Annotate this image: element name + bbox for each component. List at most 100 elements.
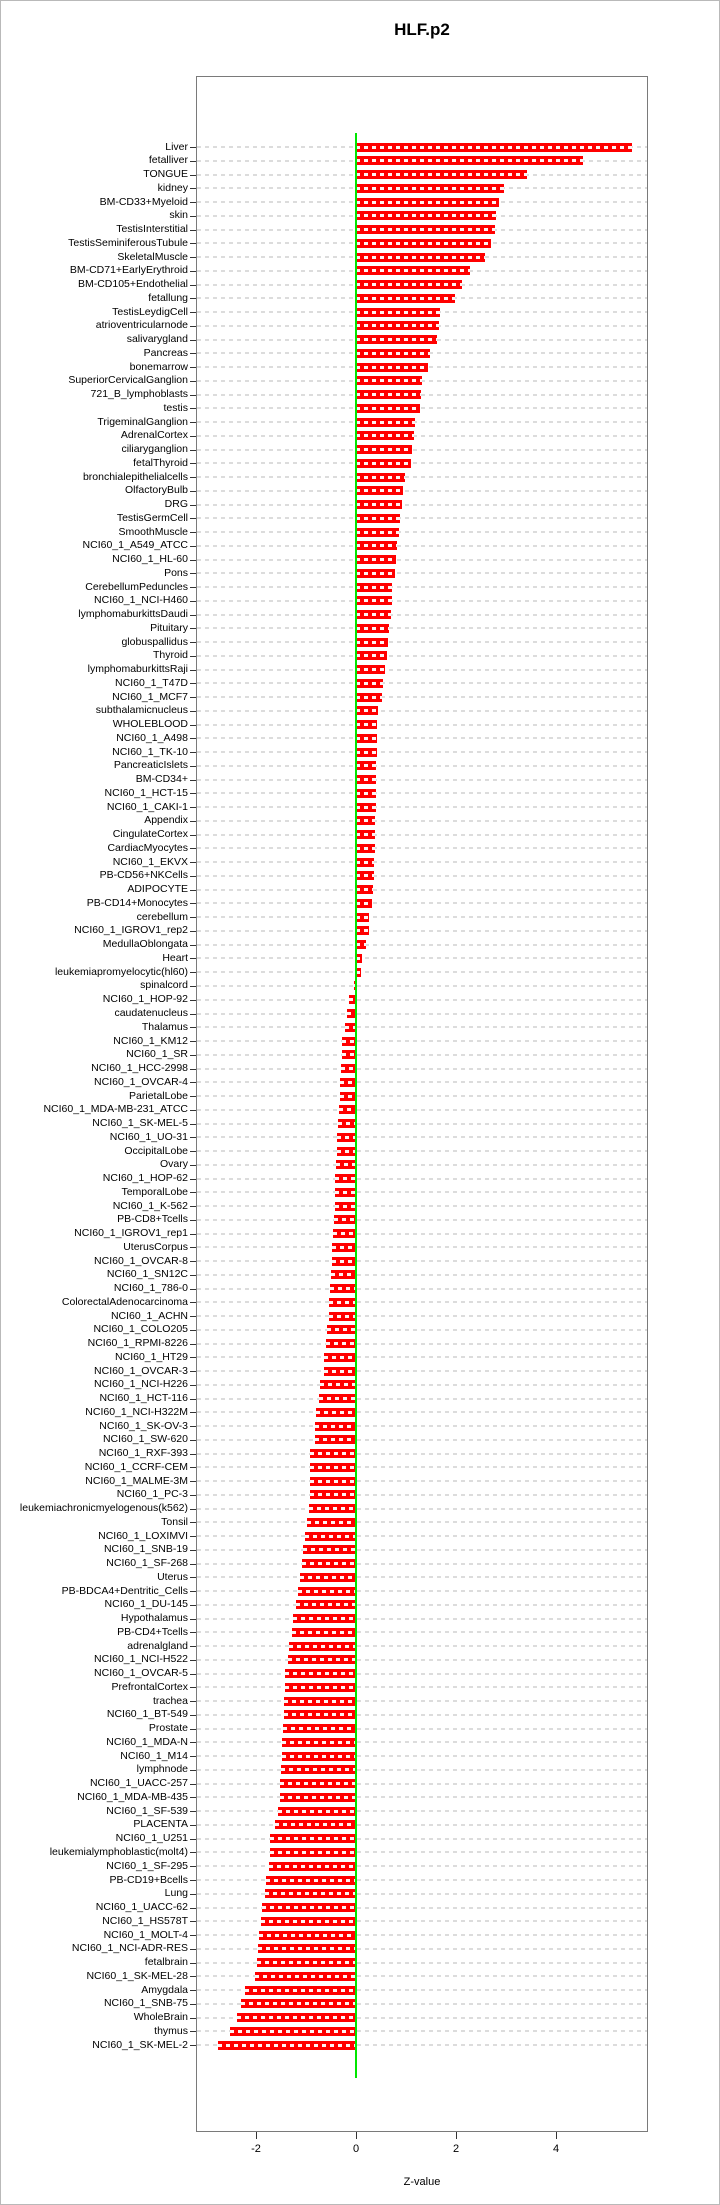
gridline bbox=[197, 1150, 647, 1153]
category-label: NCI60_1_TK-10 bbox=[112, 745, 188, 758]
bar bbox=[356, 637, 388, 647]
gridline bbox=[197, 1507, 647, 1510]
bar-dash bbox=[280, 1782, 356, 1786]
y-tick bbox=[190, 573, 196, 575]
category-label: leukemialymphoblastic(molt4) bbox=[49, 1845, 188, 1858]
gridline bbox=[197, 1246, 647, 1249]
gridline bbox=[197, 1548, 647, 1551]
gridline bbox=[197, 874, 647, 877]
bar-dash bbox=[337, 1122, 356, 1126]
bar-dash bbox=[356, 379, 422, 383]
gridline bbox=[197, 1700, 647, 1703]
bar bbox=[356, 431, 414, 441]
gridline bbox=[197, 1645, 647, 1648]
gridline bbox=[197, 957, 647, 960]
gridline bbox=[197, 1466, 647, 1469]
bar-dash bbox=[356, 200, 499, 204]
bar bbox=[356, 183, 504, 193]
y-tick bbox=[190, 1013, 196, 1015]
y-tick bbox=[190, 1935, 196, 1937]
y-tick bbox=[190, 1219, 196, 1221]
gridline bbox=[197, 1727, 647, 1730]
y-tick bbox=[190, 1701, 196, 1703]
y-tick bbox=[190, 1687, 196, 1689]
gridline bbox=[197, 888, 647, 891]
y-tick bbox=[190, 518, 196, 520]
gridline bbox=[197, 1191, 647, 1194]
bar bbox=[356, 170, 527, 179]
gridline bbox=[197, 1562, 647, 1565]
y-tick bbox=[190, 257, 196, 259]
bar-dash bbox=[356, 228, 495, 232]
gridline bbox=[197, 1287, 647, 1290]
y-tick bbox=[190, 2003, 196, 2005]
gridline bbox=[197, 1879, 647, 1881]
gridline bbox=[197, 407, 647, 410]
category-label: NCI60_1_IGROV1_rep1 bbox=[74, 1227, 188, 1240]
gridline bbox=[197, 1108, 647, 1111]
y-tick bbox=[190, 724, 196, 726]
bar-dash bbox=[310, 1452, 356, 1456]
bar bbox=[295, 1600, 356, 1610]
bar bbox=[310, 1449, 356, 1459]
bar bbox=[356, 348, 430, 358]
bar bbox=[356, 898, 372, 908]
bar-dash bbox=[255, 1974, 356, 1978]
category-label: ColorectalAdenocarcinoma bbox=[61, 1295, 188, 1308]
y-tick bbox=[190, 1976, 196, 1978]
bar bbox=[323, 1352, 356, 1362]
category-label: PB-CD19+Bcells bbox=[109, 1873, 189, 1886]
bar-dash bbox=[229, 2029, 356, 2033]
bar-dash bbox=[356, 833, 375, 837]
y-tick bbox=[190, 917, 196, 919]
category-label: SkeletalMuscle bbox=[117, 250, 188, 263]
category-label: DRG bbox=[164, 498, 188, 511]
y-tick bbox=[190, 834, 196, 836]
gridline bbox=[197, 1975, 647, 1978]
y-tick bbox=[190, 1123, 196, 1125]
y-tick bbox=[190, 174, 196, 176]
bar-dash bbox=[340, 1094, 356, 1098]
bar bbox=[356, 692, 382, 702]
bar bbox=[269, 1847, 356, 1857]
category-label: trachea bbox=[152, 1694, 188, 1707]
gridline bbox=[197, 833, 647, 836]
bar-dash bbox=[356, 310, 440, 314]
category-label: NCI60_1_OVCAR-8 bbox=[94, 1254, 188, 1267]
y-tick bbox=[190, 1563, 196, 1565]
category-label: Tonsil bbox=[161, 1515, 188, 1528]
bar bbox=[356, 926, 369, 936]
y-tick bbox=[190, 1233, 196, 1235]
gridline bbox=[197, 448, 647, 451]
category-label: TestisGermCell bbox=[116, 511, 188, 524]
gridline bbox=[197, 1658, 647, 1661]
bar-dash bbox=[356, 145, 632, 149]
bar bbox=[330, 1284, 356, 1294]
bar-dash bbox=[288, 1658, 356, 1662]
gridline bbox=[197, 1177, 647, 1180]
bar bbox=[282, 1737, 356, 1747]
gridline bbox=[197, 1301, 647, 1304]
category-label: NCI60_1_HS578T bbox=[102, 1914, 188, 1927]
bar bbox=[356, 747, 377, 757]
gridline bbox=[197, 531, 647, 534]
gridline bbox=[197, 1631, 647, 1634]
gridline bbox=[197, 1768, 647, 1771]
bar-dash bbox=[356, 489, 403, 493]
gridline bbox=[197, 902, 647, 905]
category-label: TemporalLobe bbox=[121, 1185, 188, 1198]
category-label: TrigeminalGanglion bbox=[97, 415, 188, 428]
bar-dash bbox=[336, 1149, 356, 1153]
bar bbox=[356, 211, 496, 221]
category-label: SuperiorCervicalGanglion bbox=[68, 374, 188, 387]
category-label: NCI60_1_CAKI-1 bbox=[106, 800, 188, 813]
gridline bbox=[197, 709, 647, 712]
gridline bbox=[197, 861, 647, 864]
gridline bbox=[197, 1521, 647, 1524]
category-label: NCI60_1_SR bbox=[126, 1048, 188, 1061]
bar-dash bbox=[336, 1163, 356, 1167]
category-label: CingulateCortex bbox=[112, 828, 188, 841]
bar-dash bbox=[353, 984, 356, 988]
gridline bbox=[197, 1603, 647, 1606]
gridline bbox=[197, 2002, 647, 2005]
